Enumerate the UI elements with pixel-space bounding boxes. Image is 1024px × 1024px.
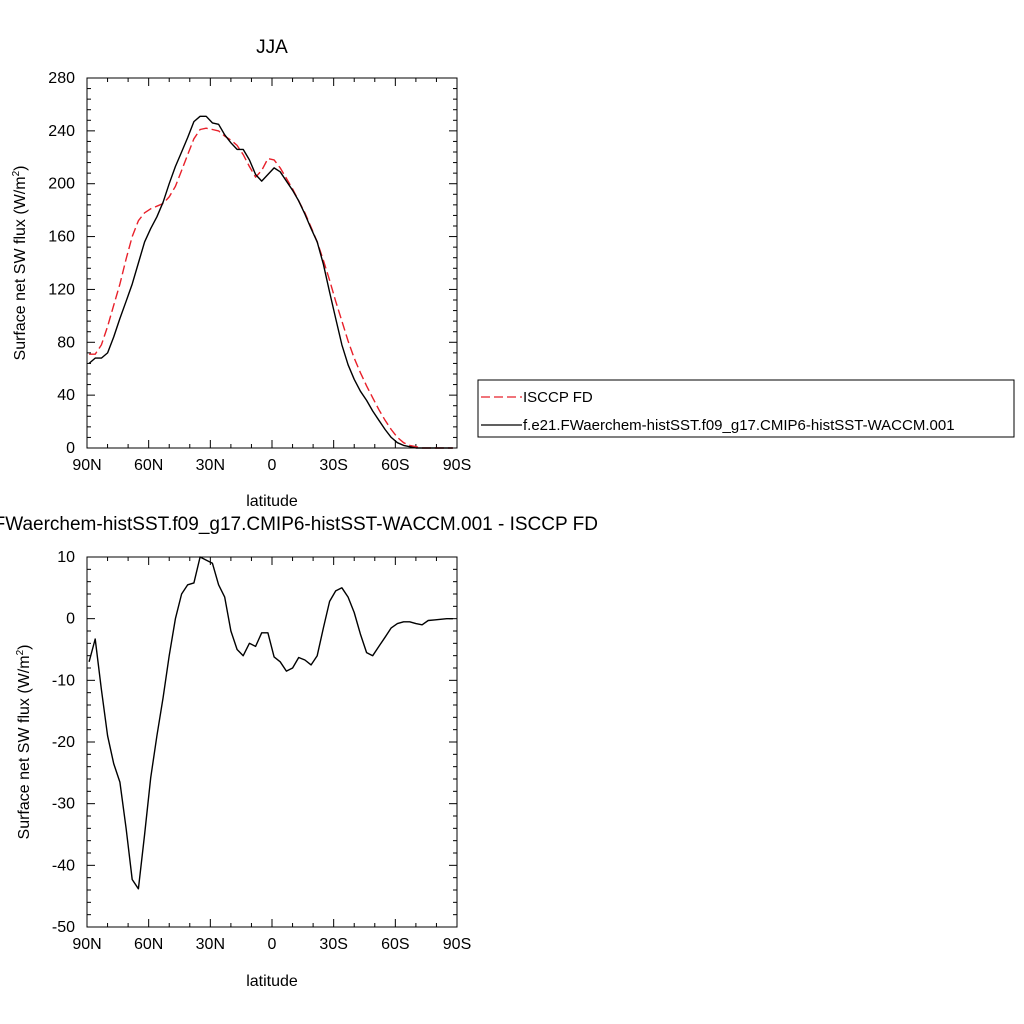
- top-legend: ISCCP FD f.e21.FWaerchem-histSST.f09_g17…: [477, 379, 1015, 438]
- top-x-tick-label: 60N: [134, 457, 163, 474]
- bottom-y-axis-label-main: Surface net SW flux (W/m: [16, 655, 33, 839]
- bottom-y-axis-label: Surface net SW flux (W/m2): [15, 645, 33, 840]
- bottom-x-axis-label: latitude: [246, 973, 298, 990]
- bottom-y-tick-label: -50: [52, 919, 75, 936]
- bottom-y-axis-label-close: ): [16, 645, 33, 650]
- legend-box: [477, 379, 1015, 438]
- top-y-axis-label-sup: 2: [11, 170, 22, 176]
- top-x-tick-label: 90N: [72, 457, 101, 474]
- top-x-tick-label: 0: [268, 457, 277, 474]
- top-y-axis-label-close: ): [12, 166, 29, 171]
- top-y-tick-label: 200: [48, 176, 75, 193]
- top-series-line-1: [88, 115, 453, 449]
- bottom-y-tick-label: -40: [52, 857, 75, 874]
- top-y-tick-label: 160: [48, 229, 75, 246]
- bottom-x-tick-label: 0: [268, 936, 277, 953]
- bottom-panel: f.e21.FWaerchem-histSST.f09_g17.CMIP6-hi…: [0, 514, 598, 990]
- bottom-x-tick-label: 60N: [134, 936, 163, 953]
- top-y-axis-label: Surface net SW flux (W/m2): [11, 166, 29, 361]
- top-y-tick-label: 280: [48, 70, 75, 87]
- top-x-tick-label: 30S: [319, 457, 347, 474]
- bottom-x-tick-label: 90S: [443, 936, 471, 953]
- bottom-x-tick-label: 30N: [196, 936, 225, 953]
- bottom-x-tick-label: 60S: [381, 936, 409, 953]
- top-x-tick-label: 60S: [381, 457, 409, 474]
- top-y-axis-label-main: Surface net SW flux (W/m: [12, 176, 29, 360]
- top-plot-frame: [86, 77, 458, 449]
- top-x-tick-label: 30N: [196, 457, 225, 474]
- bottom-chart-title: f.e21.FWaerchem-histSST.f09_g17.CMIP6-hi…: [0, 514, 598, 535]
- bottom-x-tick-label: 30S: [319, 936, 347, 953]
- top-panel: JJA 90N 60N 30N 0 30S 60S 90S 0 40 80 120 160 200 240…: [11, 37, 1015, 510]
- bottom-plot-area: 90N 60N 30N 0 30S 60S 90S -50 -40 -30 -20 -10 0 10: [52, 549, 471, 953]
- top-chart-title: JJA: [256, 37, 288, 58]
- top-x-tick-label: 90S: [443, 457, 471, 474]
- bottom-y-tick-label: -30: [52, 796, 75, 813]
- top-y-tick-label: 120: [48, 281, 75, 298]
- bottom-y-tick-label: -20: [52, 734, 75, 751]
- top-plot-area: 90N 60N 30N 0 30S 60S 90S 0 40 80 120 160 200 240 280: [48, 70, 471, 474]
- top-y-tick-label: 240: [48, 123, 75, 140]
- top-y-tick-label: 0: [66, 440, 75, 457]
- top-series-line-0: [89, 127, 453, 449]
- top-x-axis-label: latitude: [246, 493, 298, 510]
- top-y-tick-label: 40: [57, 387, 75, 404]
- top-y-tick-label: 80: [57, 334, 75, 351]
- legend-label-model: f.e21.FWaerchem-histSST.f09_g17.CMIP6-hi…: [523, 417, 955, 434]
- bottom-y-tick-label: 0: [66, 611, 75, 628]
- bottom-y-tick-label: -10: [52, 672, 75, 689]
- bottom-series-line-0: [88, 556, 453, 890]
- bottom-x-tick-label: 90N: [72, 936, 101, 953]
- bottom-y-tick-label: 10: [57, 549, 75, 566]
- bottom-plot-frame: [86, 556, 458, 928]
- bottom-y-axis-label-sup: 2: [15, 649, 26, 655]
- legend-label-isccp: ISCCP FD: [523, 389, 593, 406]
